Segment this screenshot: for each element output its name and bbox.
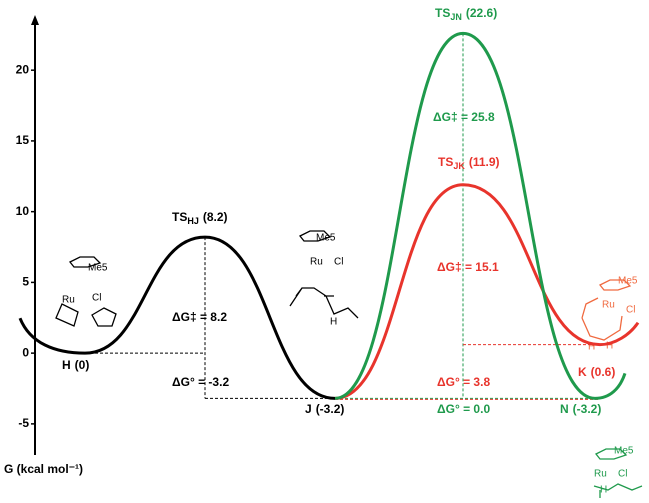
curve-tail	[18, 317, 86, 355]
structure-label: H	[330, 317, 337, 328]
state-energy: (-3.2)	[316, 402, 345, 416]
y-tick-label: 10	[16, 204, 30, 218]
energy-curve	[84, 235, 336, 400]
structure-label: Me5	[316, 233, 336, 244]
state-energy: (-3.2)	[573, 402, 602, 416]
structure-label: Ru	[62, 295, 75, 306]
state-name: K	[578, 365, 587, 379]
axis-arrow	[31, 15, 39, 25]
state-label: N (-3.2)	[560, 402, 601, 416]
state-label: H (0)	[62, 358, 89, 372]
state-name: TS	[172, 210, 187, 224]
annotation: ΔG‡ = 8.2	[172, 310, 227, 324]
structure-label: Ru	[594, 469, 607, 480]
structure-label: H	[588, 342, 595, 353]
y-axis-label: G (kcal mol⁻¹)	[4, 462, 83, 476]
state-subscript: JN	[450, 12, 462, 22]
structure-label: H	[606, 341, 613, 352]
annotation: ΔG° = 0.0	[437, 402, 490, 416]
state-label: TSJK (11.9)	[438, 155, 500, 171]
structure-label: Me5	[618, 276, 638, 287]
state-name: TS	[438, 155, 453, 169]
annotation: ΔG‡ = 25.8	[433, 110, 495, 124]
y-tick-label: 15	[16, 133, 30, 147]
structure-label: Cl	[334, 257, 343, 268]
y-tick-label: 20	[16, 62, 30, 76]
state-subscript: HJ	[187, 216, 199, 226]
state-label: TSHJ (8.2)	[172, 210, 228, 226]
state-energy: (0.6)	[591, 365, 616, 379]
structure-label: Cl	[92, 293, 101, 304]
state-name: J	[305, 402, 312, 416]
y-tick-label: -5	[18, 416, 29, 430]
state-label: K (0.6)	[578, 365, 615, 379]
curve-tail	[599, 321, 640, 347]
structure-label: H	[600, 485, 607, 496]
structure-label: Me5	[88, 263, 108, 274]
structure-label: Ru	[602, 300, 615, 311]
y-tick-label: 5	[22, 275, 29, 289]
state-energy: (8.2)	[203, 210, 228, 224]
state-name: TS	[435, 6, 450, 20]
state-energy: (0)	[75, 358, 90, 372]
annotation: ΔG‡ = 15.1	[437, 260, 499, 274]
state-name: N	[560, 402, 569, 416]
annotation: ΔG° = 3.8	[437, 375, 490, 389]
structure-label: Ru	[310, 257, 323, 268]
state-label: TSJN (22.6)	[435, 6, 497, 22]
curve-tail	[594, 372, 627, 400]
structure-label: Cl	[618, 469, 627, 480]
structure-label: Me5	[614, 446, 634, 457]
structure-label: Cl	[626, 305, 635, 316]
state-label: J (-3.2)	[305, 402, 344, 416]
energy-curve	[334, 31, 596, 400]
state-name: H	[62, 358, 71, 372]
state-energy: (22.6)	[466, 6, 497, 20]
energy-curve	[334, 183, 601, 400]
state-subscript: JK	[453, 161, 465, 171]
y-tick-label: 0	[22, 345, 29, 359]
annotation: ΔG° = -3.2	[172, 375, 229, 389]
state-energy: (11.9)	[469, 155, 500, 169]
